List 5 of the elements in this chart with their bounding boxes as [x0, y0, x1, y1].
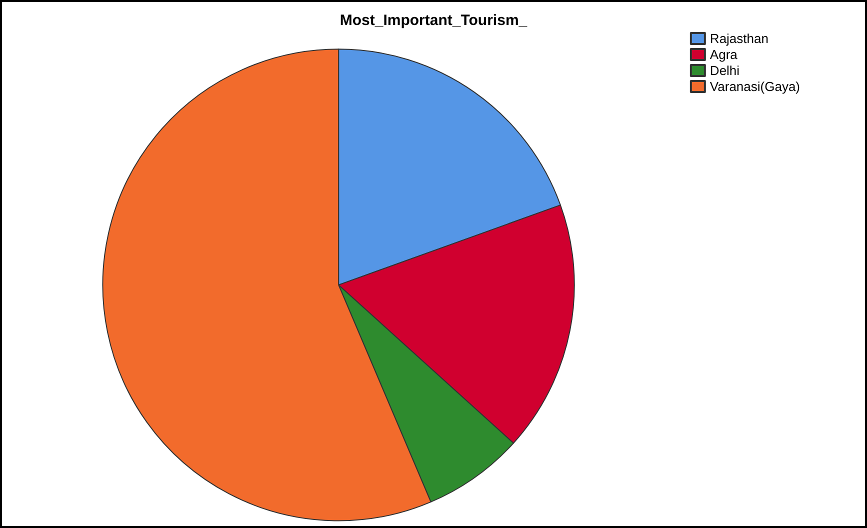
legend-label: Varanasi(Gaya): [710, 79, 800, 94]
legend-label: Agra: [710, 47, 738, 62]
legend-label: Rajasthan: [710, 31, 768, 46]
legend-label: Delhi: [710, 63, 740, 78]
chart-title: Most_Important_Tourism_: [340, 12, 528, 29]
